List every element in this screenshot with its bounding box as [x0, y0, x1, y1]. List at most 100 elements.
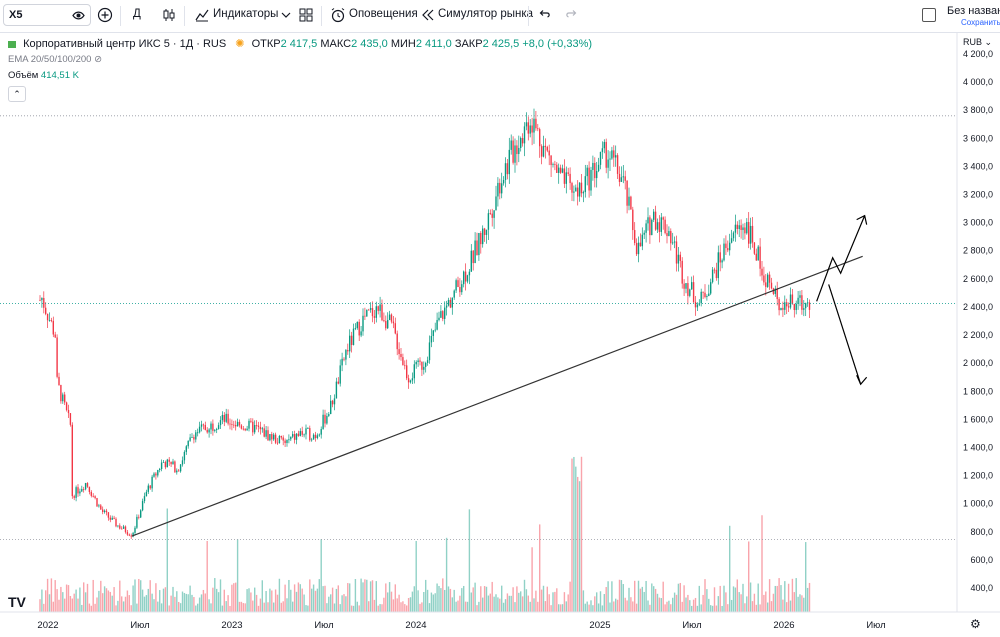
volume-bar — [364, 579, 366, 612]
candle-body — [692, 282, 695, 302]
volume-bar — [265, 591, 267, 612]
volume-bar — [797, 596, 799, 612]
candle-body — [468, 271, 471, 276]
candle-body — [394, 323, 396, 334]
volume-bar — [212, 587, 214, 612]
volume-bar — [778, 578, 780, 612]
volume-bar — [742, 583, 744, 612]
candle-body — [385, 321, 387, 329]
alarm-clock-icon[interactable] — [330, 7, 346, 23]
volume-bar — [333, 603, 336, 612]
candle-body — [375, 306, 377, 318]
volume-bar — [246, 589, 248, 612]
volume-bar — [482, 597, 484, 612]
candle-body — [100, 505, 102, 510]
change-value: +8,0 (+0,33%) — [522, 38, 593, 50]
candle-body — [647, 217, 649, 224]
eye-off-icon[interactable]: ⊘ — [94, 54, 103, 65]
add-symbol-icon[interactable] — [97, 7, 113, 23]
collapse-legend-button[interactable]: ⌃ — [8, 86, 26, 102]
undo-icon[interactable] — [537, 7, 553, 23]
forecast-up-arrowhead — [856, 214, 868, 225]
interval-button[interactable]: Д — [133, 8, 141, 20]
volume-bar — [233, 583, 235, 612]
volume-bar — [371, 580, 374, 612]
watch-icon[interactable] — [72, 9, 85, 22]
candle-body — [227, 413, 229, 424]
chevron-down-icon[interactable] — [278, 7, 294, 23]
candle-body — [67, 409, 70, 414]
volume-bar — [673, 592, 676, 612]
volume-bar — [136, 603, 138, 612]
volume-bar — [613, 601, 615, 612]
candle-body — [485, 229, 488, 235]
candle-body — [675, 241, 678, 264]
volume-bar — [223, 589, 225, 612]
candle-body — [757, 246, 759, 261]
candle-body — [257, 425, 260, 428]
candle-body — [423, 366, 425, 370]
layout-checkbox[interactable] — [922, 8, 936, 22]
volume-bar — [609, 602, 611, 612]
candle-body — [806, 302, 809, 304]
candle-body — [198, 426, 201, 433]
candle-body — [387, 320, 389, 329]
volume-bar — [662, 581, 664, 612]
symbol-search[interactable]: X5 — [3, 4, 91, 26]
price-tick-label: 3 200,0 — [963, 190, 993, 200]
volume-bar — [740, 594, 742, 612]
volume-legend[interactable]: Объём 414,51 K — [8, 70, 79, 81]
indicators-icon[interactable] — [194, 7, 210, 23]
tradingview-logo: TV — [8, 594, 26, 610]
candle-body — [656, 222, 659, 230]
price-tick-label: 2 200,0 — [963, 330, 993, 340]
indicators-button[interactable]: Индикаторы — [213, 8, 279, 20]
time-tick-label: 2025 — [589, 620, 610, 631]
volume-bar — [698, 585, 700, 612]
volume-bar — [157, 601, 159, 612]
alerts-button[interactable]: Оповещения — [349, 8, 418, 20]
currency-label[interactable]: RUB ⌄ — [963, 37, 993, 47]
candle-body — [252, 421, 254, 433]
volume-bar — [206, 540, 208, 612]
volume-bar — [130, 605, 132, 612]
candle-body — [618, 173, 621, 182]
volume-bar — [426, 589, 429, 612]
volume-bar — [263, 602, 265, 612]
forecast-down-path — [828, 284, 862, 385]
candle-body — [632, 209, 634, 231]
candle-body — [307, 428, 309, 429]
candle-body — [56, 337, 58, 377]
replay-icon[interactable] — [420, 7, 436, 23]
volume-bar — [377, 605, 379, 612]
settings-icon[interactable]: ⚙ — [970, 617, 981, 631]
candle-body — [723, 243, 725, 261]
volume-bar — [339, 604, 341, 612]
candles-icon[interactable] — [161, 7, 177, 23]
candle-body — [546, 147, 548, 151]
layout-title[interactable]: Без названи — [947, 5, 1000, 17]
volume-bar — [407, 598, 410, 612]
candle-body — [772, 288, 775, 294]
volume-bar — [41, 589, 43, 612]
candle-body — [415, 361, 417, 365]
candle-body — [691, 282, 693, 290]
last-price-tag — [957, 296, 999, 311]
candle-body — [639, 242, 642, 247]
candle-body — [567, 172, 569, 174]
templates-icon[interactable] — [298, 7, 314, 23]
volume-bar — [185, 593, 187, 612]
volume-bar — [535, 590, 537, 612]
candle-body — [140, 510, 142, 518]
replay-button[interactable]: Симулятор рынка — [438, 8, 534, 20]
ema-legend[interactable]: EMA 20/50/100/200 ⊘ — [8, 54, 102, 65]
candle-body — [483, 228, 486, 235]
redo-icon[interactable] — [563, 7, 579, 23]
candle-body — [559, 167, 562, 173]
save-link[interactable]: Сохранить — [961, 18, 1000, 27]
volume-bar — [98, 590, 100, 612]
volume-bar — [696, 605, 699, 612]
candle-body — [730, 238, 733, 243]
legend-title[interactable]: Корпоративный центр ИКС 5 · 1Д · RUS — [23, 38, 227, 50]
